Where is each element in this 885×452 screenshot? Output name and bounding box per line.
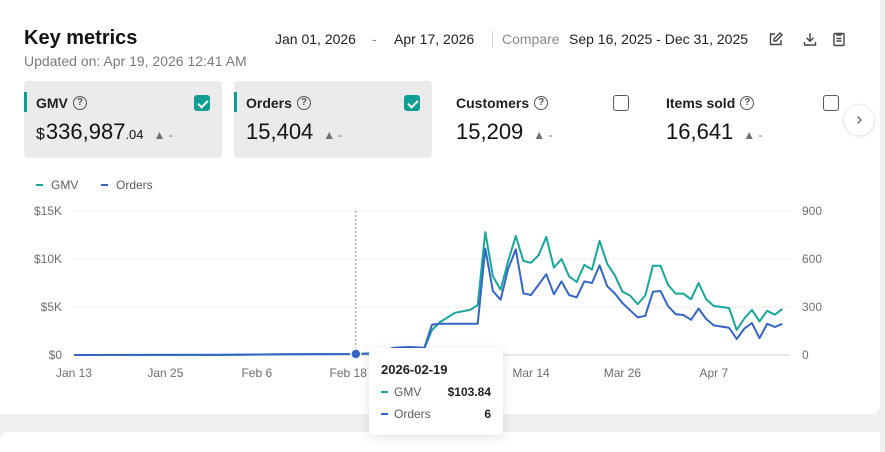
tooltip-row-gmv: GMV $103.84 (381, 385, 491, 399)
next-panel (0, 432, 880, 452)
tooltip-label: GMV (394, 385, 422, 399)
card-title: Customers (456, 95, 530, 111)
divider (492, 31, 493, 48)
help-icon[interactable]: ? (72, 96, 87, 110)
checkbox-customers[interactable] (613, 95, 629, 111)
card-value-items-sold: 16,641 ▲ - (666, 119, 763, 145)
y-left-tick-label: $10K (34, 252, 62, 266)
checkbox-orders[interactable] (404, 95, 420, 111)
legend-swatch (36, 184, 43, 186)
value-main: 16,641 (666, 119, 734, 144)
tooltip-date: 2026-02-19 (381, 362, 448, 377)
key-metrics-panel (0, 0, 880, 414)
page-title: Key metrics (24, 27, 138, 49)
x-tick-label: Feb 6 (241, 366, 272, 380)
compare-range[interactable]: Sep 16, 2025 - Dec 31, 2025 (569, 31, 749, 47)
help-icon[interactable]: ? (534, 96, 549, 110)
y-left-tick-label: $5K (41, 300, 62, 314)
checkbox-items-sold[interactable] (823, 95, 839, 111)
y-left-tick-label: $15K (34, 204, 62, 218)
metric-card-orders[interactable]: Orders ? 15,404 ▲ - (234, 81, 432, 158)
delta-indicator: ▲ - (743, 128, 763, 142)
card-label-orders: Orders ? (246, 95, 311, 111)
y-right-tick-label: 600 (802, 252, 822, 266)
y-right-tick-label: 0 (802, 348, 809, 362)
card-title: Items sold (666, 95, 736, 111)
x-tick-label: Jan 25 (147, 366, 183, 380)
card-label-items-sold: Items sold ? (666, 95, 755, 111)
card-label-customers: Customers ? (456, 95, 549, 111)
card-title: Orders (246, 95, 292, 111)
legend-swatch (101, 184, 108, 186)
value-main: 15,404 (246, 119, 314, 144)
tooltip-row-orders: Orders 6 (381, 407, 491, 421)
metric-card-gmv[interactable]: GMV ? $ 336,987 .04 ▲ - (24, 81, 222, 158)
tooltip-value: $103.84 (447, 385, 491, 399)
x-tick-label: Feb 18 (330, 366, 368, 380)
hover-point (350, 348, 362, 360)
delta-indicator: ▲ - (153, 128, 173, 142)
date-separator: - (372, 31, 377, 47)
x-tick-label: Mar 14 (512, 366, 550, 380)
card-value-gmv: $ 336,987 .04 ▲ - (36, 119, 173, 145)
x-tick-label: Mar 26 (604, 366, 642, 380)
compare-label: Compare (502, 31, 560, 47)
card-title: GMV (36, 95, 68, 111)
y-left-tick-label: $0 (49, 348, 63, 362)
y-right-tick-label: 900 (802, 204, 822, 218)
delta-indicator: ▲ - (533, 128, 553, 142)
tooltip-swatch (381, 391, 388, 393)
help-icon[interactable]: ? (740, 96, 755, 110)
tooltip-swatch (381, 413, 388, 415)
series-line-orders (73, 247, 783, 356)
value-main: 336,987 (45, 119, 126, 144)
legend-gmv[interactable]: GMV (36, 178, 78, 192)
checkbox-gmv[interactable] (194, 95, 210, 111)
delta-indicator: ▲ - (323, 128, 343, 142)
chart-tooltip: 2026-02-19 GMV $103.84 Orders 6 (369, 348, 503, 435)
download-icon[interactable] (800, 29, 820, 49)
updated-timestamp: Updated on: Apr 19, 2026 12:41 AM (24, 53, 247, 69)
series-line-gmv (74, 231, 784, 356)
legend-label: GMV (51, 178, 79, 192)
tooltip-value: 6 (484, 407, 491, 421)
next-cards-button[interactable] (843, 104, 875, 136)
currency-symbol: $ (36, 126, 45, 143)
chevron-right-icon (856, 115, 863, 125)
accent-bar (234, 92, 237, 112)
tooltip-label: Orders (394, 407, 431, 421)
edit-icon[interactable] (766, 29, 786, 49)
date-end[interactable]: Apr 17, 2026 (394, 31, 475, 47)
date-start[interactable]: Jan 01, 2026 (275, 31, 356, 47)
metric-card-items-sold[interactable]: Items sold ? 16,641 ▲ - (654, 81, 840, 158)
legend-orders[interactable]: Orders (101, 178, 153, 192)
card-value-orders: 15,404 ▲ - (246, 119, 343, 145)
value-main: 15,209 (456, 119, 524, 144)
help-icon[interactable]: ? (296, 96, 311, 110)
card-label-gmv: GMV ? (36, 95, 87, 111)
value-decimals: .04 (125, 127, 144, 142)
line-chart: $0 0 $5K 300 $10K 600 $15K 900 Jan 13 Jan 25 Feb 6… (34, 204, 822, 380)
x-tick-label: Apr 7 (699, 366, 728, 380)
clipboard-icon[interactable] (829, 29, 849, 49)
legend-label: Orders (116, 178, 153, 192)
card-value-customers: 15,209 ▲ - (456, 119, 553, 145)
metric-card-customers[interactable]: Customers ? 15,209 ▲ - (444, 81, 642, 158)
x-tick-label: Jan 13 (56, 366, 92, 380)
accent-bar (24, 92, 27, 112)
y-right-tick-label: 300 (802, 300, 822, 314)
